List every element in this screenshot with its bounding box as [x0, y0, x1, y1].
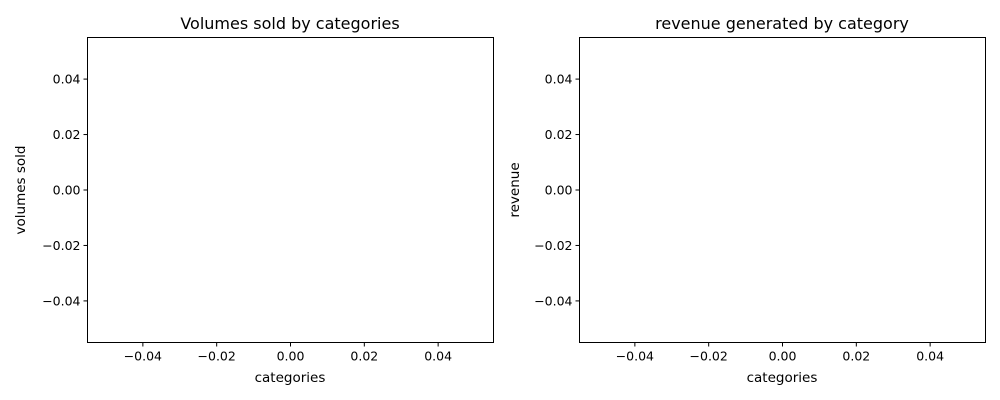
y-tick-label: −0.04 — [534, 293, 572, 308]
y-tick-label: 0.04 — [53, 72, 81, 87]
y-tick-label: 0.00 — [545, 183, 573, 198]
y-tick-label: −0.04 — [42, 293, 80, 308]
y-tick-label: 0.00 — [53, 183, 81, 198]
y-tick-label: −0.02 — [42, 238, 80, 253]
x-tick-label: 0.02 — [842, 349, 870, 364]
y-tick-label: 0.02 — [545, 127, 573, 142]
x-tick-label: 0.00 — [277, 349, 305, 364]
x-tick-label: −0.02 — [690, 349, 728, 364]
x-tick-label: 0.02 — [350, 349, 378, 364]
y-tick-label: 0.04 — [545, 72, 573, 87]
chart-title: Volumes sold by categories — [180, 14, 399, 33]
y-axis-label: revenue — [507, 162, 523, 217]
x-tick-label: −0.04 — [124, 349, 162, 364]
y-tick-label: −0.02 — [534, 238, 572, 253]
volumes-chart: Volumes sold by categories −0.04 −0.02 0.0… — [13, 14, 494, 386]
x-tick-label: −0.04 — [616, 349, 654, 364]
chart-title: revenue generated by category — [655, 14, 909, 33]
x-axis-label: categories — [747, 370, 818, 386]
y-tick-label: 0.02 — [53, 127, 81, 142]
y-axis: 0.04 0.02 0.00 −0.02 −0.04 — [42, 72, 88, 308]
y-axis: 0.04 0.02 0.00 −0.02 −0.04 — [534, 72, 580, 308]
x-tick-label: 0.04 — [916, 349, 944, 364]
x-tick-label: 0.04 — [424, 349, 452, 364]
x-axis: −0.04 −0.02 0.00 0.02 0.04 — [616, 342, 944, 364]
revenue-chart: revenue generated by category −0.04 −0.02… — [507, 14, 986, 386]
x-tick-label: 0.00 — [769, 349, 797, 364]
y-axis-label: volumes sold — [13, 146, 29, 235]
x-axis-label: categories — [255, 370, 326, 386]
x-axis: −0.04 −0.02 0.00 0.02 0.04 — [124, 342, 452, 364]
x-tick-label: −0.02 — [198, 349, 236, 364]
